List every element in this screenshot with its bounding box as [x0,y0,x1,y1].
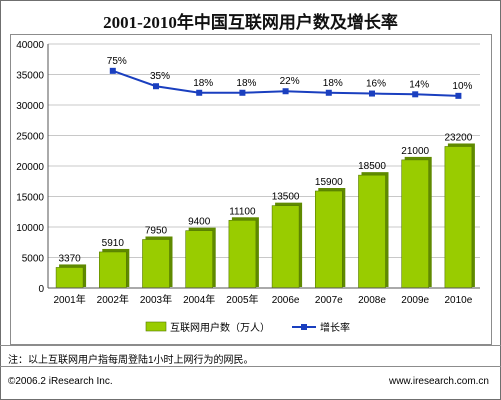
bar-value-label: 13500 [272,192,300,203]
bar [142,239,170,289]
growth-rate-point [282,88,289,95]
growth-rate-label: 10% [452,81,472,92]
bar-value-label: 18500 [358,161,386,172]
legend-layer: 互联网用户数（万人） 增长率 [145,321,350,334]
legend-bar-swatch [145,321,167,332]
bar [55,267,84,289]
growth-rate-point [369,90,375,97]
growth-rate-label: 75% [107,56,127,67]
bar [444,146,473,289]
copyright-text: ©2006.2 iResearch Inc. [8,376,113,387]
bar [228,219,257,289]
bar [314,190,343,289]
bar-value-label: 23200 [444,132,472,143]
chart: 0 5000 10000 15000 20000 25000 30000 35000 40000… [16,40,480,334]
note-separator [0,345,501,346]
x-tick-label: 2001年 [53,293,85,306]
x-tick-label: 2006e [272,295,300,306]
growth-rate-point [196,89,203,96]
x-tick-label: 2007e [315,295,343,306]
growth-rate-label: 16% [366,79,386,90]
x-tick-label: 2010e [444,295,472,306]
y-tick-label: 15000 [16,193,44,204]
growth-rate-point [153,83,159,90]
y-tick-label: 0 [38,284,44,295]
growth-rate-label: 18% [323,78,343,89]
x-tick-label: 2009e [401,295,429,306]
legend-line-marker [301,324,307,330]
y-tick-label: 20000 [16,162,44,173]
x-tick-label: 2008e [358,295,386,306]
growth-rate-point [109,67,116,74]
bar [358,174,386,289]
bar-value-label: 3370 [58,253,81,264]
growth-rate-point [412,91,419,98]
x-tick-label: 2004年 [183,293,215,306]
growth-rate-label: 22% [280,76,300,87]
bar [185,230,213,289]
y-tick-label: 40000 [16,40,44,51]
growth-rate-label: 35% [150,71,170,82]
bar [401,159,430,289]
y-tick-label: 5000 [22,254,45,265]
growth-rate-label: 18% [236,78,256,89]
bar-value-label: 15900 [315,177,343,188]
footer-separator [0,366,501,367]
source-url-link[interactable]: www.iresearch.com.cn [388,376,489,387]
bar-value-label: 21000 [401,146,429,157]
x-tick-label: 2002年 [97,293,129,306]
bar [271,205,300,289]
y-tick-label: 30000 [16,101,44,112]
growth-rate-label: 18% [193,78,213,89]
bar-value-label: 7950 [145,226,168,237]
bar-layer [55,143,475,289]
bar-value-label: 5910 [102,238,125,249]
bar [99,251,127,289]
chart-title: 2001-2010年中国互联网用户数及增长率 [103,13,398,32]
line-layer [109,67,462,99]
growth-rate-point [325,89,332,96]
y-tick-label: 10000 [16,223,44,234]
growth-rate-point [455,92,462,99]
legend-bar-label: 互联网用户数（万人） [170,321,270,334]
footnote: 注：以上互联网用户指每周登陆1小时上网行为的网民。 [8,355,254,366]
bar-value-label: 9400 [188,217,211,228]
x-tick-label: 2005年 [226,293,258,306]
growth-rate-point [239,89,246,96]
x-tick-label: 2003年 [140,293,172,306]
label-layer: 3370 5910 7950 9400 11100 13500 15900 18500 2100… [58,56,472,265]
legend-line-label: 增长率 [320,321,350,334]
y-tick-label: 25000 [16,132,44,143]
bar-value-label: 11100 [229,206,256,217]
y-tick-label: 35000 [16,71,44,82]
growth-rate-label: 14% [409,79,429,90]
axis-layer: 0 5000 10000 15000 20000 25000 30000 35000 40000… [16,40,480,306]
